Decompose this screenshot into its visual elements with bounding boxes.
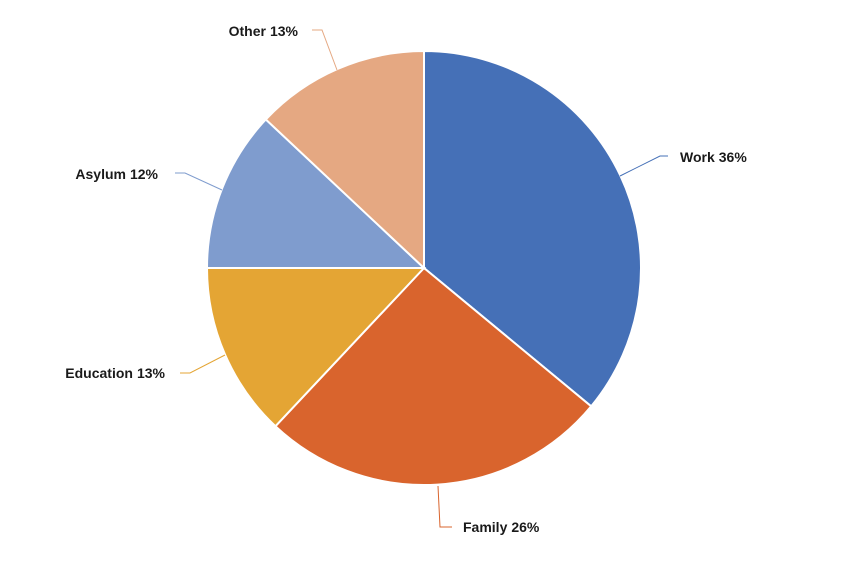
value-label: 13% — [270, 23, 299, 39]
pie-slice — [274, 266, 593, 486]
category-label: Asylum — [75, 166, 126, 182]
value-label: 26% — [511, 519, 540, 535]
value-label: 12% — [130, 166, 159, 182]
data-label: Family 26% — [463, 519, 540, 535]
pie-slice — [264, 49, 425, 271]
leader-line — [175, 172, 223, 191]
category-label: Work — [680, 149, 715, 165]
leader-line — [312, 29, 338, 71]
leader-line — [437, 485, 452, 528]
data-label: Asylum 12% — [75, 166, 158, 182]
leader-line — [619, 155, 668, 177]
category-label: Other — [229, 23, 267, 39]
value-label: 36% — [719, 149, 748, 165]
data-label: Other 13% — [229, 23, 299, 39]
category-label: Family — [463, 519, 508, 535]
pie-slice — [205, 267, 427, 428]
value-label: 13% — [137, 365, 166, 381]
pie-slice — [205, 118, 427, 269]
category-label: Education — [65, 365, 133, 381]
data-label: Work 36% — [680, 149, 747, 165]
leader-line — [180, 354, 226, 374]
data-label: Education 13% — [65, 365, 165, 381]
